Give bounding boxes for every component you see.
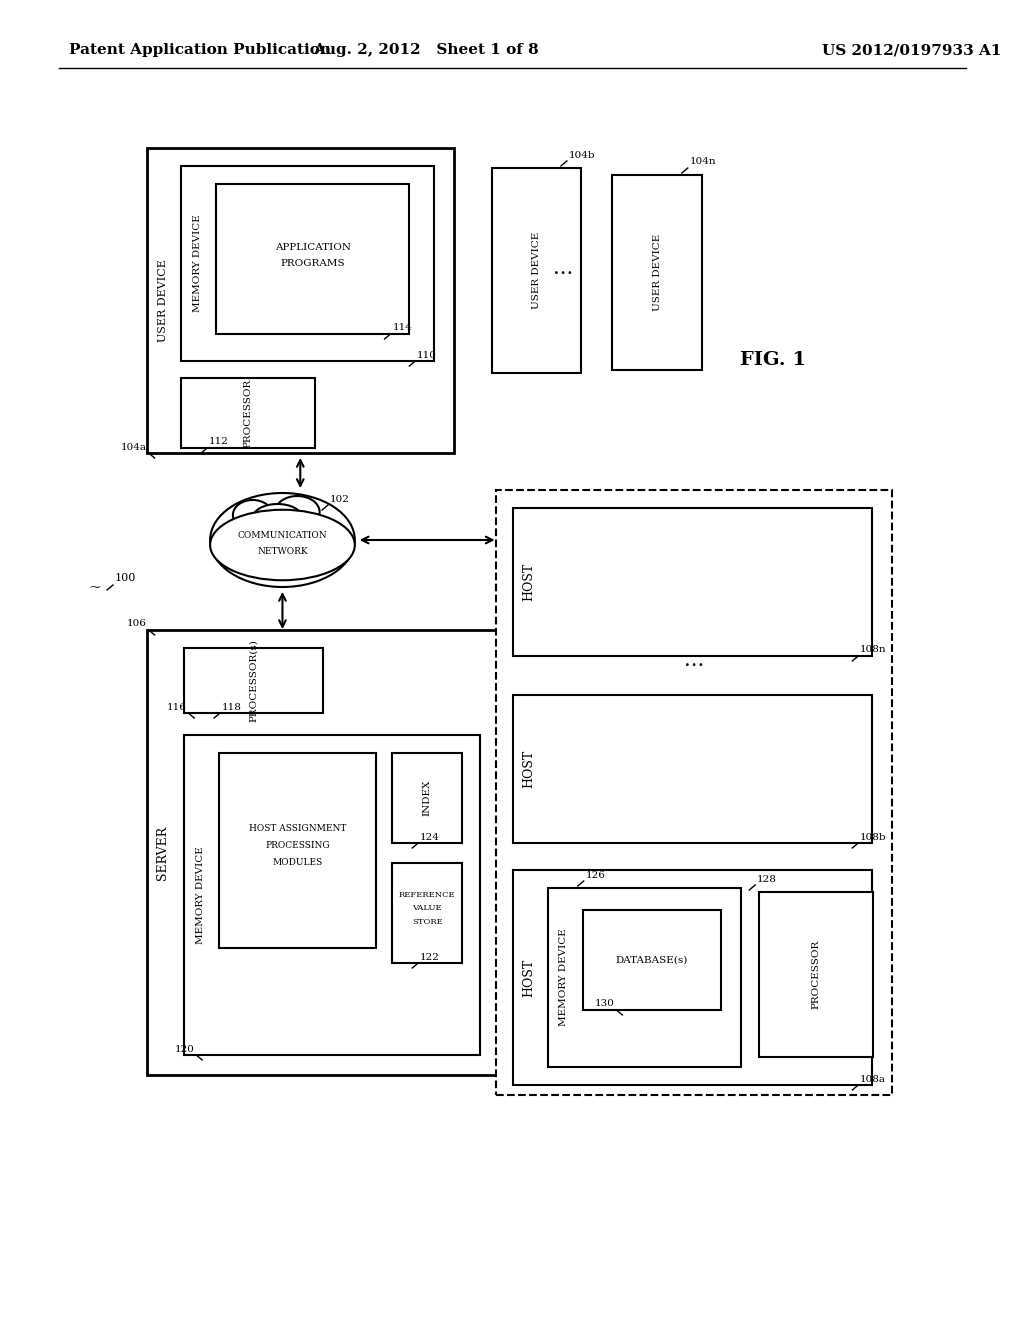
- Ellipse shape: [253, 504, 302, 532]
- Text: 130: 130: [595, 999, 614, 1008]
- Text: 102: 102: [330, 495, 350, 503]
- Text: 126: 126: [586, 870, 605, 879]
- Text: MEMORY DEVICE: MEMORY DEVICE: [193, 215, 202, 313]
- Text: 116: 116: [167, 702, 186, 711]
- Text: PROCESSOR: PROCESSOR: [812, 940, 820, 1008]
- Text: COMMUNICATION: COMMUNICATION: [238, 531, 328, 540]
- Text: 104b: 104b: [569, 150, 596, 160]
- Text: APPLICATION: APPLICATION: [274, 243, 350, 252]
- Text: USER DEVICE: USER DEVICE: [652, 234, 662, 312]
- Bar: [513, 870, 872, 1085]
- Text: Patent Application Publication: Patent Application Publication: [70, 44, 332, 57]
- Bar: [216, 183, 410, 334]
- Text: PROCESSOR(s): PROCESSOR(s): [249, 639, 258, 722]
- Text: MODULES: MODULES: [272, 858, 323, 867]
- Text: Aug. 2, 2012   Sheet 1 of 8: Aug. 2, 2012 Sheet 1 of 8: [313, 44, 539, 57]
- Ellipse shape: [275, 496, 319, 528]
- Text: INDEX: INDEX: [423, 780, 432, 816]
- Text: 124: 124: [420, 833, 440, 842]
- Ellipse shape: [210, 492, 354, 587]
- Text: NETWORK: NETWORK: [257, 548, 308, 557]
- Bar: [612, 176, 701, 370]
- Text: VALUE: VALUE: [413, 904, 442, 912]
- Bar: [181, 378, 315, 447]
- Bar: [513, 696, 872, 843]
- Bar: [146, 630, 499, 1074]
- Bar: [513, 508, 872, 656]
- Bar: [492, 168, 581, 374]
- Text: PROGRAMS: PROGRAMS: [281, 260, 345, 268]
- Text: 108n: 108n: [860, 645, 887, 655]
- Text: 120: 120: [174, 1044, 195, 1053]
- Text: HOST: HOST: [522, 958, 536, 997]
- Text: ...: ...: [684, 651, 703, 669]
- Text: ...: ...: [553, 259, 573, 277]
- Text: PROCESSOR: PROCESSOR: [244, 379, 253, 447]
- Text: 112: 112: [209, 437, 229, 446]
- Bar: [181, 166, 434, 360]
- Text: DATABASE(s): DATABASE(s): [615, 956, 688, 965]
- Text: 128: 128: [757, 874, 777, 883]
- Text: ~: ~: [88, 581, 101, 595]
- Bar: [184, 648, 324, 713]
- Text: MEMORY DEVICE: MEMORY DEVICE: [559, 929, 568, 1027]
- Ellipse shape: [210, 510, 354, 581]
- Bar: [219, 752, 376, 948]
- Bar: [392, 752, 462, 843]
- Text: SERVER: SERVER: [156, 825, 169, 879]
- Bar: [146, 148, 454, 453]
- Text: FIG. 1: FIG. 1: [740, 351, 806, 370]
- Text: 118: 118: [222, 702, 242, 711]
- Bar: [392, 863, 462, 964]
- Text: 100: 100: [115, 573, 136, 583]
- Text: PROCESSING: PROCESSING: [265, 841, 330, 850]
- Bar: [759, 892, 873, 1057]
- Text: 104n: 104n: [690, 157, 717, 166]
- Text: 108b: 108b: [860, 833, 887, 842]
- Text: HOST ASSIGNMENT: HOST ASSIGNMENT: [249, 824, 346, 833]
- Text: 108a: 108a: [860, 1074, 886, 1084]
- Text: HOST: HOST: [522, 750, 536, 788]
- Text: MEMORY DEVICE: MEMORY DEVICE: [196, 846, 205, 944]
- Text: USER DEVICE: USER DEVICE: [158, 259, 168, 342]
- Bar: [496, 490, 892, 1096]
- Text: REFERENCE: REFERENCE: [398, 891, 456, 899]
- Text: 114: 114: [392, 323, 413, 333]
- Text: 104a: 104a: [121, 442, 146, 451]
- Text: STORE: STORE: [412, 917, 442, 927]
- Bar: [548, 888, 741, 1067]
- Bar: [583, 909, 722, 1010]
- Ellipse shape: [232, 500, 272, 531]
- Bar: [184, 735, 479, 1055]
- Text: US 2012/0197933 A1: US 2012/0197933 A1: [822, 44, 1001, 57]
- Text: HOST: HOST: [522, 562, 536, 601]
- Text: 106: 106: [127, 619, 146, 628]
- Text: USER DEVICE: USER DEVICE: [531, 232, 541, 309]
- Text: 122: 122: [420, 953, 440, 961]
- Text: 110: 110: [417, 351, 437, 359]
